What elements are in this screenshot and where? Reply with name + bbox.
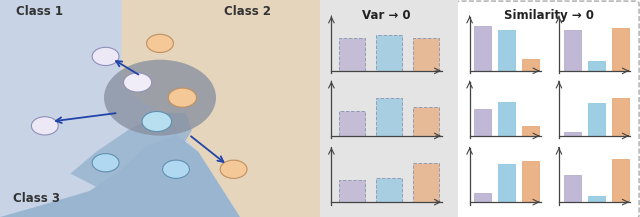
Text: Class 1: Class 1 (16, 5, 63, 18)
Bar (564, 175, 581, 202)
Circle shape (168, 88, 196, 107)
Bar (499, 30, 515, 71)
Bar (339, 111, 365, 136)
Bar (588, 103, 605, 136)
Bar (522, 127, 540, 136)
Bar (612, 28, 628, 71)
Bar (588, 61, 605, 71)
Circle shape (163, 160, 189, 178)
Bar (499, 164, 515, 202)
Bar (376, 98, 402, 136)
Bar (413, 38, 439, 71)
Text: Class 3: Class 3 (13, 192, 60, 205)
Bar (413, 107, 439, 136)
Text: Class 2: Class 2 (224, 5, 271, 18)
Bar (339, 180, 365, 202)
Bar (474, 193, 492, 202)
Bar (564, 132, 581, 136)
Bar (612, 98, 628, 136)
Bar (339, 38, 365, 71)
Text: Similarity → 0: Similarity → 0 (504, 9, 594, 22)
Polygon shape (122, 0, 320, 217)
Polygon shape (70, 113, 192, 187)
Bar (612, 159, 628, 202)
Bar (474, 26, 492, 71)
Circle shape (124, 73, 152, 92)
Circle shape (31, 117, 58, 135)
Bar (499, 102, 515, 136)
Text: Var → 0: Var → 0 (362, 9, 410, 22)
Circle shape (92, 47, 119, 66)
Circle shape (104, 60, 216, 136)
FancyBboxPatch shape (457, 1, 639, 217)
Circle shape (142, 112, 172, 132)
Bar (376, 35, 402, 71)
Bar (376, 178, 402, 202)
Bar (564, 30, 581, 71)
Bar (474, 109, 492, 136)
Circle shape (92, 154, 119, 172)
Circle shape (220, 160, 247, 178)
Polygon shape (0, 135, 320, 217)
Bar (522, 161, 540, 202)
Bar (522, 59, 540, 71)
Circle shape (147, 34, 173, 53)
Bar (588, 196, 605, 202)
Bar (413, 163, 439, 202)
